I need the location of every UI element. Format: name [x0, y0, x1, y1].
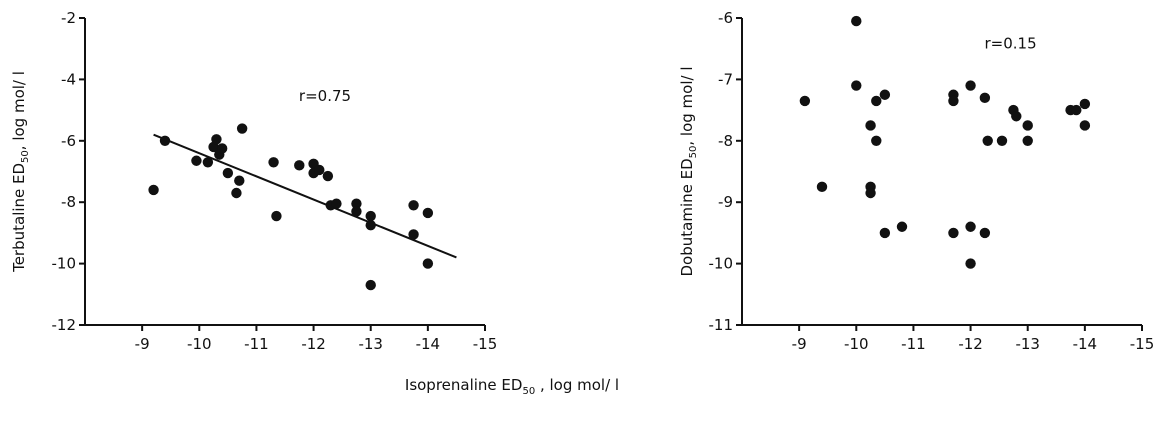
y-tick-label: -8: [61, 193, 76, 211]
data-point: [816, 181, 828, 193]
data-point: [365, 210, 376, 222]
data-point: [351, 198, 362, 209]
x-tick-label: -14: [1073, 335, 1098, 353]
data-point: [948, 227, 959, 239]
data-point: [982, 135, 993, 146]
data-point: [979, 92, 991, 104]
x-tick-label: -9: [792, 335, 807, 353]
data-point: [879, 227, 891, 239]
y-tick-label: -2: [61, 9, 76, 27]
y-axis-title: Dobutamine ED50, log mol/ l: [678, 67, 699, 277]
correlation-annotation: r=0.15: [985, 35, 1037, 53]
x-tick-label: -11: [901, 335, 926, 353]
data-point: [996, 135, 1008, 146]
y-tick-label: -4: [61, 70, 76, 88]
data-point: [871, 135, 882, 146]
x-tick-label: -15: [473, 335, 498, 353]
data-point: [979, 227, 991, 239]
y-axis-title-sub: 50: [20, 150, 31, 163]
data-point: [965, 80, 976, 91]
data-point: [271, 210, 282, 222]
data-point: [216, 143, 228, 154]
y-axis-title-main: Dobutamine ED: [678, 158, 696, 276]
y-tick-label: -8: [718, 132, 733, 150]
data-point: [322, 170, 334, 182]
data-point: [234, 175, 245, 186]
y-axis-title-main: Terbutaline ED: [10, 163, 28, 273]
y-tick-label: -10: [709, 255, 734, 273]
x-tick-label: -10: [187, 335, 212, 353]
data-point: [851, 15, 862, 27]
y-tick-label: -10: [52, 255, 77, 273]
data-point: [202, 157, 214, 168]
data-point: [408, 200, 419, 211]
data-point: [365, 279, 376, 291]
terbutaline-panel: -2 -4 -6 -8 -10 -12 -9 -10 -11 -12 -13 -14 -15 r=0.75…: [10, 9, 497, 353]
data-point: [1022, 135, 1033, 146]
y-axis-title-rest: , log mol/ l: [678, 67, 696, 146]
data-point: [965, 221, 976, 232]
data-point: [1079, 98, 1091, 110]
shared-x-axis-title-main: Isoprenaline ED: [405, 376, 523, 394]
data-point: [408, 229, 419, 240]
y-tick-label: -6: [718, 9, 733, 27]
y-axis-title-sub: 50: [688, 146, 699, 159]
data-point: [1079, 120, 1091, 131]
x-tick-label: -11: [244, 335, 269, 353]
data-point: [351, 206, 362, 217]
data-point: [268, 157, 279, 168]
data-point: [799, 95, 811, 107]
x-tick-label: -9: [135, 335, 150, 353]
correlation-annotation: r=0.75: [299, 87, 351, 105]
data-point: [159, 135, 171, 146]
data-point: [222, 167, 234, 179]
data-point: [1022, 120, 1033, 131]
x-tick-label: -13: [1015, 335, 1040, 353]
data-point: [314, 164, 325, 176]
x-tick-label: -14: [416, 335, 441, 353]
x-tick-label: -12: [958, 335, 983, 353]
data-point: [851, 80, 862, 91]
y-axis-title: Terbutaline ED50, log mol/ l: [10, 71, 31, 273]
data-point: [365, 220, 376, 231]
shared-x-axis-title-rest: , log mol/ l: [535, 376, 619, 394]
regression-line: [153, 133, 457, 259]
data-point: [948, 95, 959, 107]
y-tick-label: -12: [52, 316, 77, 334]
data-point: [422, 207, 434, 219]
y-tick-label: -7: [718, 70, 733, 88]
x-tick-label: -10: [844, 335, 869, 353]
data-point: [231, 187, 242, 199]
data-point: [865, 187, 876, 199]
x-tick-label: -12: [301, 335, 326, 353]
data-point: [191, 155, 202, 166]
data-point: [865, 120, 876, 131]
y-axis-title-rest: , log mol/ l: [10, 71, 28, 150]
data-point: [236, 123, 248, 134]
data-point: [965, 258, 976, 269]
y-tick-label: -6: [61, 132, 76, 150]
x-tick-label: -15: [1130, 335, 1155, 353]
data-point: [422, 258, 434, 269]
data-point: [1011, 111, 1022, 122]
shared-x-axis-title-sub: 50: [522, 386, 535, 397]
y-tick-label: -9: [718, 193, 733, 211]
data-point: [294, 160, 305, 171]
data-point: [879, 89, 891, 100]
data-point: [871, 95, 882, 107]
data-point: [148, 184, 159, 196]
dobutamine-panel: -6 -7 -8 -9 -10 -11 -9 -10 -11 -12 -13 -14 -15 r=0.15…: [678, 9, 1154, 353]
x-tick-label: -13: [358, 335, 383, 353]
y-tick-label: -11: [709, 316, 734, 334]
data-point: [211, 134, 222, 145]
data-point: [331, 198, 342, 209]
data-point: [1071, 104, 1082, 116]
data-point: [896, 221, 908, 232]
shared-x-axis-title: Isoprenaline ED50 , log mol/ l: [405, 376, 619, 397]
